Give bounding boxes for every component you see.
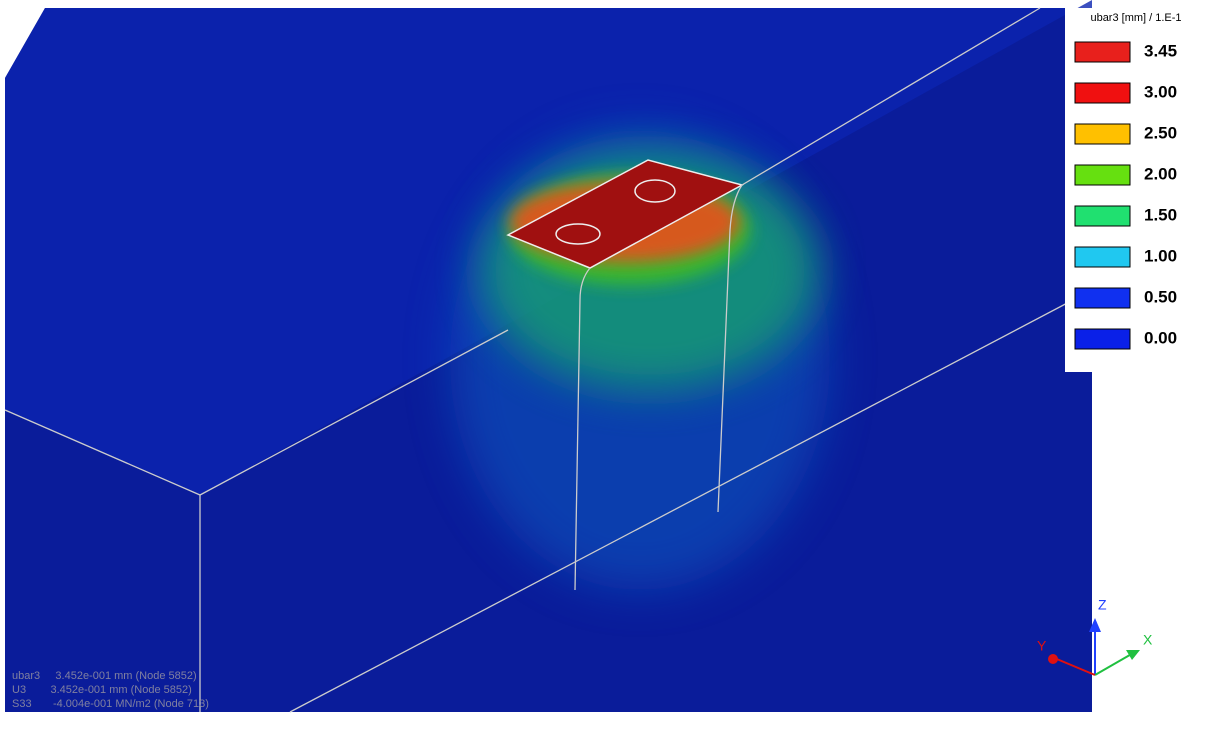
legend-label: 2.50 bbox=[1144, 123, 1177, 142]
legend-title: ubar3 [mm] / 1.E-1 bbox=[1090, 12, 1181, 24]
legend-swatch bbox=[1074, 287, 1131, 309]
legend-label: 1.00 bbox=[1144, 246, 1177, 265]
hole bbox=[555, 223, 601, 245]
legend-label: 0.00 bbox=[1144, 328, 1177, 347]
axis-triad: Z X Y bbox=[1037, 597, 1153, 676]
info-line: S33 -4.004e-001 MN/m2 (Node 713) bbox=[12, 698, 209, 710]
legend-panel bbox=[1065, 8, 1207, 372]
legend-swatch bbox=[1074, 82, 1131, 104]
legend-swatch bbox=[1074, 328, 1131, 350]
legend-swatch bbox=[1074, 246, 1131, 268]
axis-label: Z bbox=[1098, 597, 1107, 613]
edges bbox=[4, 7, 1093, 713]
legend-swatch bbox=[1074, 164, 1131, 186]
legend: ubar3 [mm] / 1.E-1 3.45 3.00 2.50 2.00 1.50 1… bbox=[1065, 8, 1207, 372]
legend-swatch bbox=[1074, 123, 1131, 145]
legend-label: 1.50 bbox=[1144, 205, 1177, 224]
legend-label: 3.00 bbox=[1144, 82, 1177, 101]
viewport: ubar3 3.452e-001 mm (Node 5852) U3 3.452… bbox=[4, 0, 1153, 713]
legend-label: 3.45 bbox=[1144, 41, 1177, 60]
legend-swatch bbox=[1074, 205, 1131, 227]
info-panel: ubar3 3.452e-001 mm (Node 5852) U3 3.452… bbox=[12, 670, 209, 710]
info-line: ubar3 3.452e-001 mm (Node 5852) bbox=[12, 670, 197, 682]
hole bbox=[634, 179, 676, 203]
legend-label: 2.00 bbox=[1144, 164, 1177, 183]
legend-label: 0.50 bbox=[1144, 287, 1177, 306]
axis-label: X bbox=[1143, 632, 1153, 648]
legend-swatch bbox=[1074, 41, 1131, 63]
info-line: U3 3.452e-001 mm (Node 5852) bbox=[12, 684, 192, 696]
axis-label: Y bbox=[1037, 638, 1047, 654]
